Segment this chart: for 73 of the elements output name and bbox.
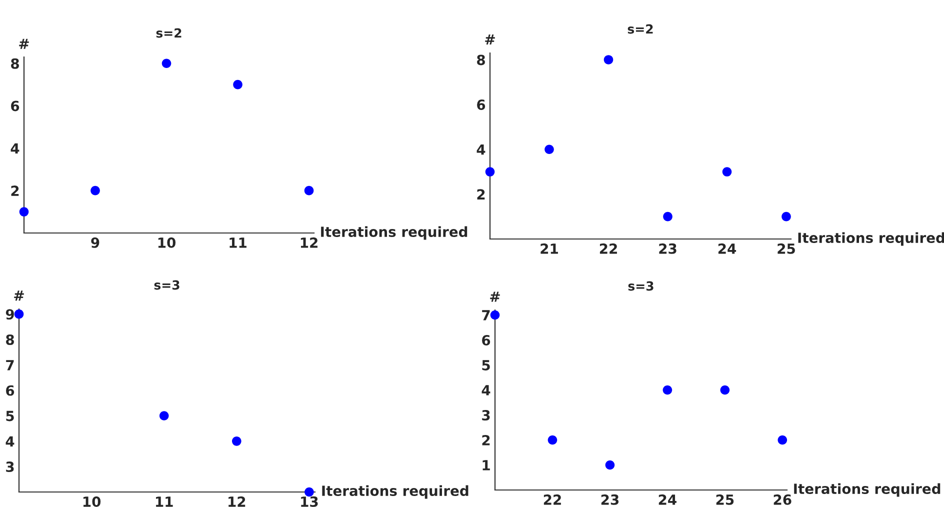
x-tick-label: 11 — [156, 496, 173, 507]
x-axis-title: Iterations required — [321, 226, 468, 240]
y-tick-label: 4 — [482, 385, 490, 396]
point — [232, 436, 242, 446]
x-axis-title: Iterations required — [322, 485, 468, 499]
y-tick-label: 7 — [6, 360, 14, 370]
point — [778, 435, 788, 445]
point — [490, 310, 500, 320]
x-tick-label: 24 — [658, 494, 676, 505]
point — [304, 186, 314, 196]
x-tick-label: 9 — [91, 237, 100, 248]
x-tick-label: 25 — [778, 243, 795, 254]
point — [605, 460, 615, 470]
y-tick-label: 5 — [6, 410, 14, 422]
x-tick-label: 25 — [716, 494, 734, 505]
y-tick-label: 2 — [482, 434, 490, 446]
x-tick-label: 24 — [718, 243, 736, 254]
y-tick-label: 3 — [6, 462, 14, 472]
x-tick-label: 23 — [659, 243, 676, 254]
chart-title: s=2 — [156, 28, 182, 38]
point — [162, 58, 172, 68]
point — [544, 144, 554, 154]
y-tick-label: 3 — [482, 410, 490, 420]
y-tick-label: 9 — [6, 309, 14, 320]
y-axis-title: # — [19, 38, 29, 49]
y-tick-label: 7 — [482, 310, 490, 320]
point — [604, 55, 614, 64]
y-tick-label: 2 — [477, 189, 485, 200]
y-axis-title: # — [14, 290, 24, 301]
point — [548, 435, 558, 445]
x-axis-title: Iterations required — [794, 483, 940, 497]
y-tick-label: 4 — [476, 144, 486, 155]
chart-title: s=2 — [628, 24, 653, 34]
y-tick-label: 4 — [6, 436, 14, 446]
y-tick-label: 5 — [482, 360, 490, 370]
y-tick-label: 6 — [482, 334, 490, 346]
chart-title: s=3 — [628, 281, 654, 291]
point — [19, 207, 29, 216]
x-tick-label: 26 — [774, 494, 792, 505]
x-tick-label: 10 — [158, 237, 176, 248]
point — [14, 309, 24, 319]
y-axis-title: # — [485, 34, 495, 45]
x-tick-label: 10 — [83, 496, 101, 507]
x-tick-label: 22 — [544, 494, 561, 505]
point — [485, 167, 495, 176]
y-tick-label: 6 — [11, 100, 20, 112]
y-tick-label: 1 — [482, 460, 490, 470]
point — [663, 212, 672, 222]
y-axis-title: # — [490, 292, 500, 302]
x-tick-label: 12 — [228, 496, 246, 507]
y-tick-label: 8 — [11, 58, 19, 69]
point — [304, 487, 314, 497]
y-tick-label: 2 — [11, 186, 19, 196]
x-tick-label: 12 — [300, 237, 318, 248]
x-tick-label: 11 — [230, 238, 246, 248]
point — [722, 167, 732, 176]
y-tick-label: 6 — [477, 100, 486, 110]
chart-title: s=3 — [154, 280, 180, 290]
x-tick-label: 22 — [600, 243, 617, 254]
x-tick-label: 23 — [601, 494, 619, 505]
x-tick-label: 21 — [540, 243, 558, 254]
point — [720, 385, 730, 395]
y-tick-label: 8 — [477, 54, 485, 66]
point — [782, 212, 791, 222]
y-tick-label: 4 — [10, 143, 20, 154]
y-tick-label: 8 — [6, 334, 14, 345]
point — [233, 80, 242, 90]
x-tick-label: 13 — [301, 496, 318, 507]
point — [159, 411, 169, 420]
point — [90, 186, 100, 196]
x-axis-title: Iterations required — [798, 232, 944, 246]
y-tick-label: 6 — [6, 385, 14, 396]
point — [662, 385, 672, 395]
